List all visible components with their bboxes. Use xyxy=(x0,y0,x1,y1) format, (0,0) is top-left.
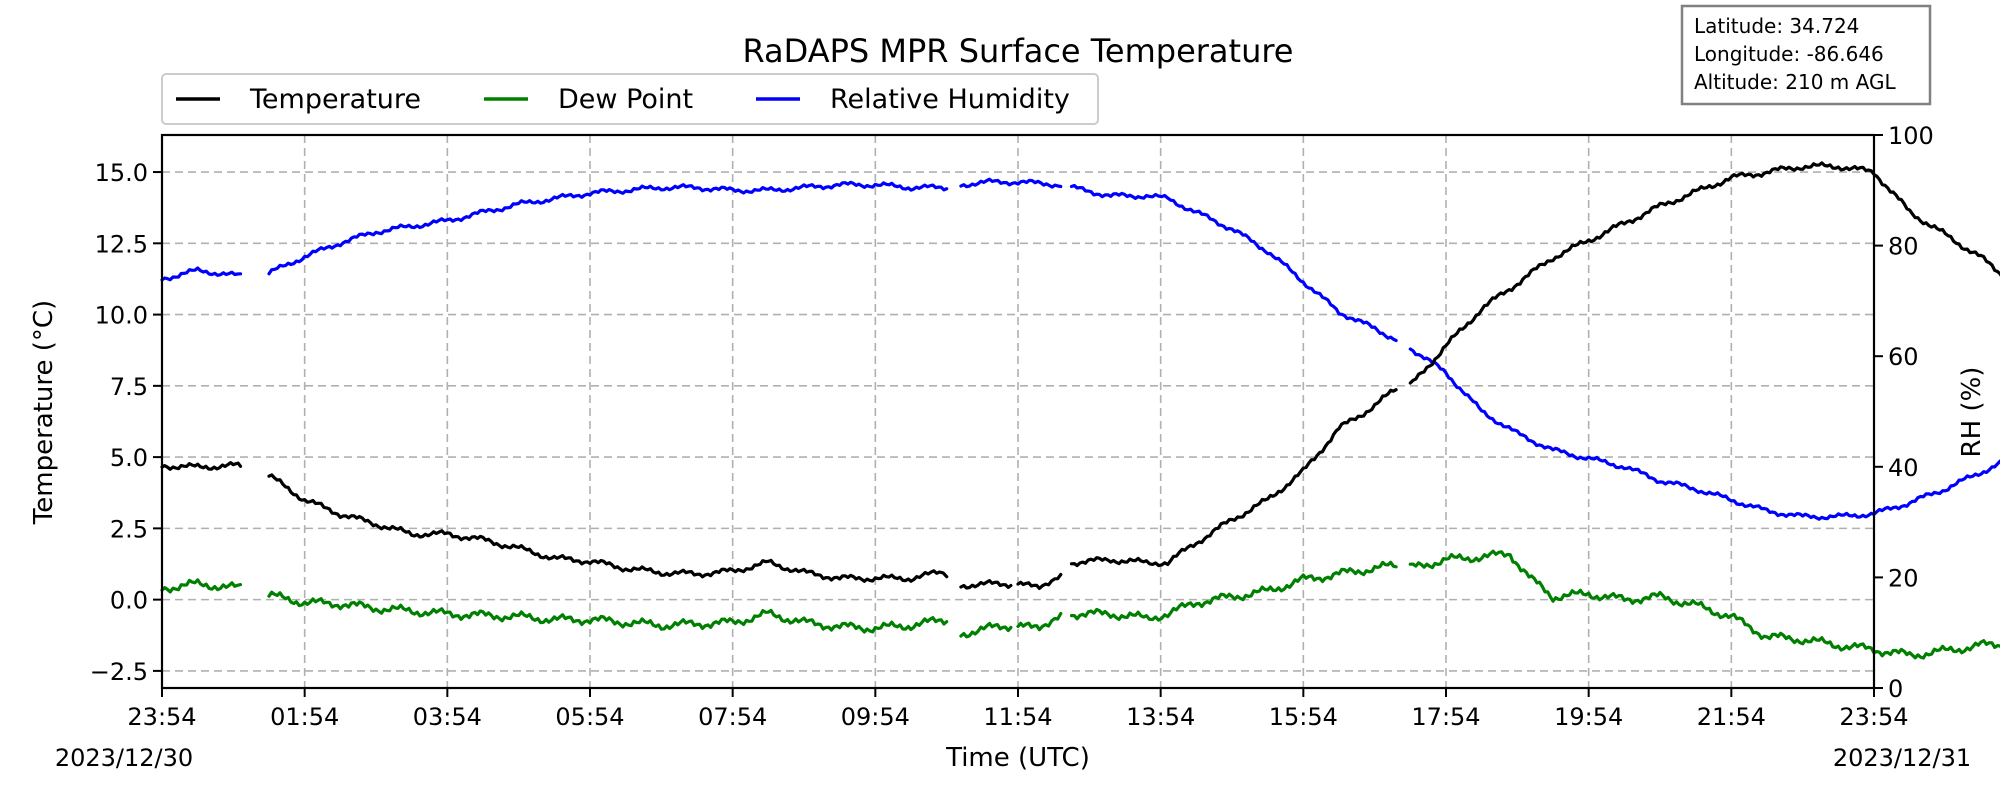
series-line-dew-point xyxy=(1016,611,1063,632)
y-left-tick-label: 2.5 xyxy=(110,515,148,543)
x-tick-label: 03:54 xyxy=(413,703,482,731)
series-line-temperature xyxy=(1069,388,1398,568)
info-altitude: Altitude: 210 m AGL xyxy=(1694,70,1896,94)
x-tick-label: 15:54 xyxy=(1269,703,1338,731)
series-line-relative-humidity xyxy=(267,180,949,276)
y-right-tick-label: 40 xyxy=(1888,454,1919,482)
x-tick-label: 09:54 xyxy=(841,703,910,731)
y-right-tick-label: 100 xyxy=(1888,122,1934,150)
y-right-tick-label: 0 xyxy=(1888,675,1903,703)
series-line-relative-humidity xyxy=(1069,183,1398,343)
series-line-temperature xyxy=(160,461,243,471)
x-date-end-label: 2023/12/31 xyxy=(1833,744,1971,772)
chart-title: RaDAPS MPR Surface Temperature xyxy=(743,32,1294,70)
x-tick-label: 17:54 xyxy=(1411,703,1480,731)
info-longitude: Longitude: -86.646 xyxy=(1694,42,1884,66)
y-right-tick-label: 60 xyxy=(1888,343,1919,371)
location-info-box: Latitude: 34.724 Longitude: -86.646 Alti… xyxy=(1680,4,1932,106)
x-tick-label: 01:54 xyxy=(270,703,339,731)
legend-label: Relative Humidity xyxy=(830,84,1070,115)
axis-layer: 23:54 01:54 03:54 05:54 07:54 09:54 11:54 13:54… xyxy=(90,122,1934,731)
series-line-temperature xyxy=(959,579,1013,590)
series-line-temperature xyxy=(267,473,949,583)
x-date-start-label: 2023/12/30 xyxy=(55,744,193,772)
y-right-tick-label: 20 xyxy=(1888,564,1919,592)
x-tick-label: 21:54 xyxy=(1697,703,1766,731)
y-axis-left-label: Temperature (°C) xyxy=(29,300,59,525)
info-box-frame xyxy=(1680,4,1932,106)
y-left-tick-label: 12.5 xyxy=(95,230,148,258)
y-left-tick-label: 10.0 xyxy=(95,302,148,330)
x-tick-label: 23:54 xyxy=(127,703,196,731)
legend: Temperature Dew Point Relative Humidity xyxy=(161,73,1099,125)
x-tick-label: 13:54 xyxy=(1126,703,1195,731)
x-tick-label: 19:54 xyxy=(1554,703,1623,731)
series-line-temperature xyxy=(1016,572,1063,590)
y-left-tick-label: 7.5 xyxy=(110,373,148,401)
info-latitude: Latitude: 34.724 xyxy=(1694,14,1859,38)
y-left-tick-label: 15.0 xyxy=(95,159,148,187)
x-axis-label: Time (UTC) xyxy=(945,743,1090,773)
x-tick-label: 07:54 xyxy=(698,703,767,731)
series-line-relative-humidity xyxy=(959,177,1063,189)
x-tick-label: 05:54 xyxy=(555,703,624,731)
legend-label: Dew Point xyxy=(558,84,693,115)
series-line-dew-point xyxy=(267,590,949,634)
series-layer xyxy=(160,161,2000,660)
y-left-tick-label: −2.5 xyxy=(90,658,148,686)
legend-box xyxy=(161,73,1099,125)
grid-layer xyxy=(162,135,1874,688)
y-axis-right-label: RH (%) xyxy=(1957,367,1987,458)
series-line-dew-point xyxy=(1069,560,1398,622)
y-left-tick-label: 5.0 xyxy=(110,444,148,472)
series-line-relative-humidity xyxy=(160,266,243,282)
x-tick-label: 11:54 xyxy=(983,703,1052,731)
legend-label: Temperature xyxy=(249,84,421,115)
y-right-tick-label: 80 xyxy=(1888,233,1919,261)
series-line-temperature xyxy=(1408,161,2000,385)
y-left-tick-label: 0.0 xyxy=(110,587,148,615)
series-line-dew-point xyxy=(1408,549,2000,660)
series-line-relative-humidity xyxy=(1408,347,2000,521)
series-line-dew-point xyxy=(959,621,1013,639)
x-tick-label: 23:54 xyxy=(1839,703,1908,731)
series-line-dew-point xyxy=(160,578,243,594)
